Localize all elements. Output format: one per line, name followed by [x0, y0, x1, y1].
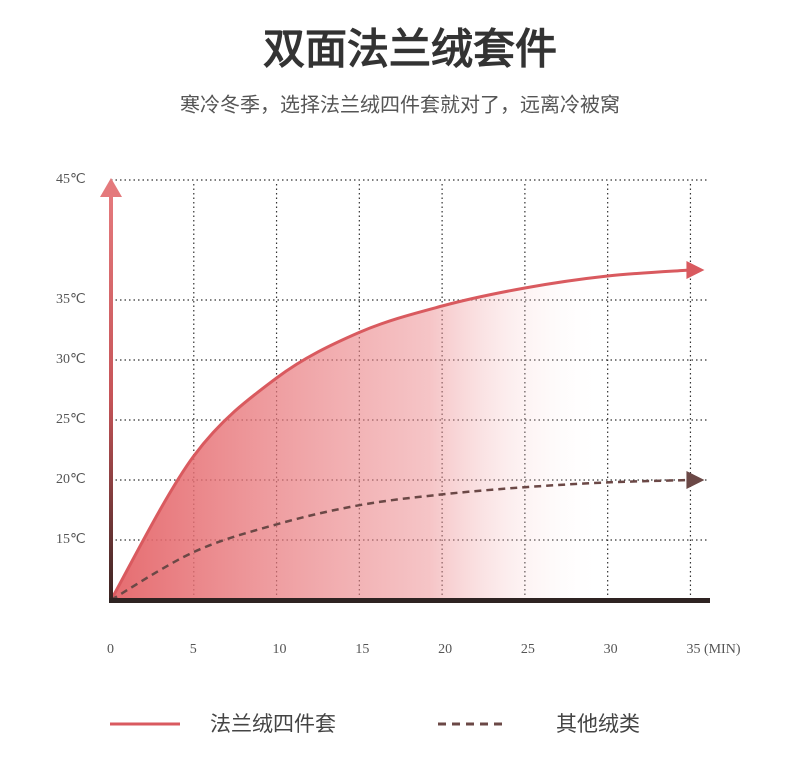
x-tick-label: 15 — [355, 642, 369, 657]
line — [109, 268, 691, 601]
legend-label: 其他绒类 — [556, 712, 640, 736]
legend-label: 法兰绒四件套 — [210, 712, 336, 736]
x-tick-label: 35 (MIN) — [686, 642, 740, 657]
y-tick-label: 15℃ — [56, 532, 86, 547]
y-axis-arrow — [100, 178, 122, 197]
x-tick-label: 10 — [273, 642, 287, 657]
x-tick-label: 30 — [604, 642, 618, 657]
chart-subtitle: 寒冷冬季，选择法兰绒四件套就对了，远离冷被窝 — [180, 93, 620, 117]
chart-title: 双面法兰绒套件 — [263, 25, 557, 74]
x-tick-label: 20 — [438, 642, 452, 657]
x-tick-label: 0 — [107, 642, 114, 657]
x-axis — [109, 598, 710, 603]
x-tick-label: 5 — [190, 642, 197, 657]
arrow-head — [686, 261, 705, 279]
arrow-head — [686, 471, 705, 489]
y-tick-label: 30℃ — [56, 352, 86, 367]
line — [110, 478, 691, 602]
y-tick-label: 25℃ — [56, 412, 86, 427]
area — [111, 270, 691, 600]
x-tick-label: 25 — [521, 642, 535, 657]
y-tick-label: 35℃ — [56, 292, 86, 307]
y-tick-label: 20℃ — [56, 472, 86, 487]
y-axis — [109, 195, 113, 600]
y-tick-label: 45℃ — [56, 172, 86, 187]
